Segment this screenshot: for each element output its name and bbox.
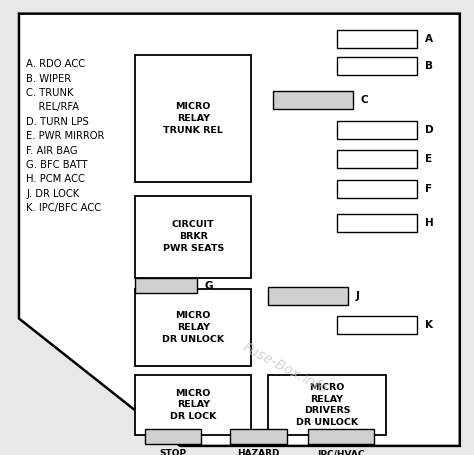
Bar [337, 214, 417, 232]
Text: MICRO
RELAY
DR LOCK: MICRO RELAY DR LOCK [170, 389, 216, 421]
Bar [135, 278, 197, 293]
Bar [145, 429, 201, 444]
Bar [337, 316, 417, 334]
Bar [135, 196, 251, 278]
Bar [337, 30, 417, 48]
Text: D: D [425, 125, 433, 135]
Text: E: E [425, 154, 432, 164]
Bar [268, 375, 386, 435]
Bar [337, 180, 417, 198]
Bar [308, 429, 374, 444]
Polygon shape [19, 14, 460, 446]
Text: B: B [425, 61, 433, 71]
Bar [273, 91, 353, 109]
Text: H: H [425, 218, 433, 228]
Bar [135, 55, 251, 182]
Text: G: G [204, 281, 213, 290]
Bar [268, 287, 348, 305]
Text: Fuse-Box.info: Fuse-Box.info [240, 340, 329, 397]
Text: HAZARD
LPS: HAZARD LPS [237, 449, 280, 455]
Text: CIRCUIT
BRKR
PWR SEATS: CIRCUIT BRKR PWR SEATS [163, 220, 224, 253]
Text: MICRO
RELAY
DR UNLOCK: MICRO RELAY DR UNLOCK [162, 311, 224, 344]
Text: K: K [425, 320, 433, 330]
Bar [337, 150, 417, 168]
Bar [135, 375, 251, 435]
Bar [135, 289, 251, 366]
Text: MICRO
RELAY
TRUNK REL: MICRO RELAY TRUNK REL [163, 102, 223, 135]
Text: STOP
LPS: STOP LPS [159, 449, 187, 455]
Bar [230, 429, 287, 444]
Text: A: A [425, 34, 433, 44]
Text: J: J [356, 291, 360, 301]
Bar [337, 57, 417, 75]
Text: A. RDO ACC
B. WIPER
C. TRUNK
    REL/RFA
D. TURN LPS
E. PWR MIRROR
F. AIR BAG
G.: A. RDO ACC B. WIPER C. TRUNK REL/RFA D. … [26, 59, 104, 213]
Text: IPC/HVAC
BATT: IPC/HVAC BATT [318, 449, 365, 455]
Text: C: C [361, 95, 368, 105]
Text: MICRO
RELAY
DRIVERS
DR UNLOCK: MICRO RELAY DRIVERS DR UNLOCK [296, 383, 358, 427]
Bar [337, 121, 417, 139]
Text: F: F [425, 184, 432, 194]
